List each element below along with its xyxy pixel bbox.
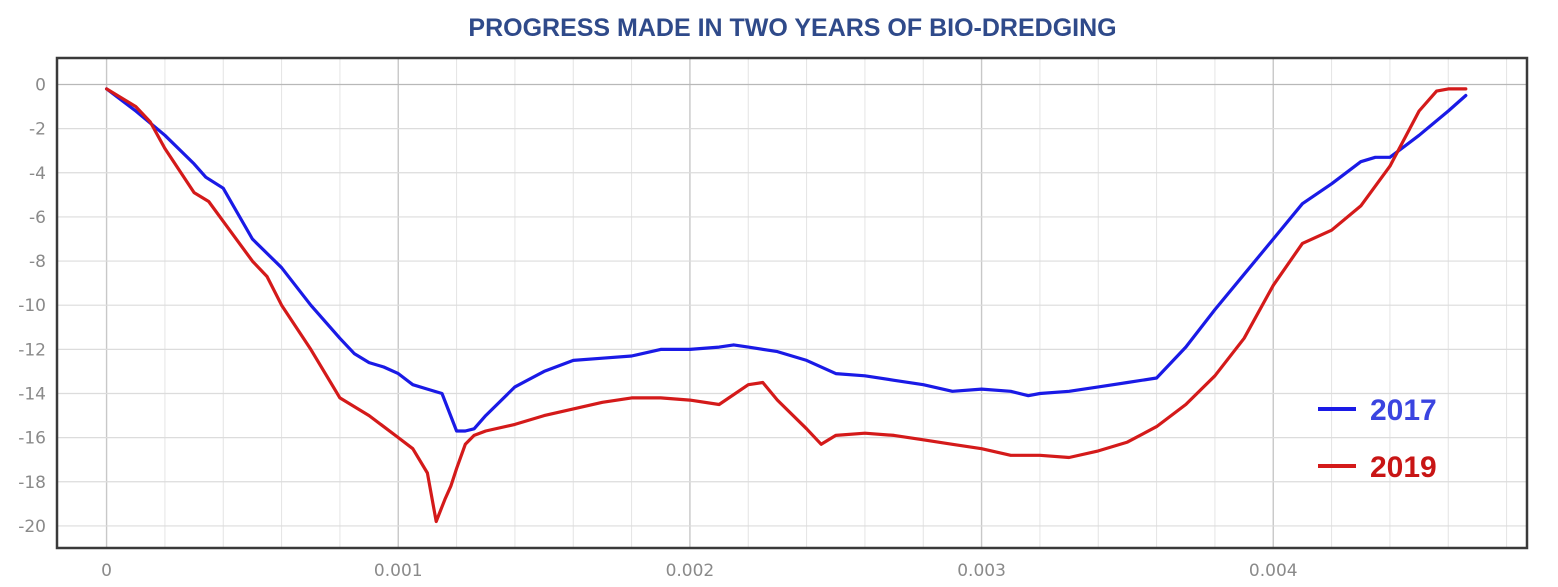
legend-label-2019: 2019 xyxy=(1370,451,1437,484)
chart-title: PROGRESS MADE IN TWO YEARS OF BIO-DREDGI… xyxy=(468,14,1117,42)
legend-label-2017: 2017 xyxy=(1370,394,1437,427)
x-tick-label: 0.001 xyxy=(374,561,423,581)
y-tick-label: -18 xyxy=(18,473,46,493)
y-tick-label: -20 xyxy=(18,517,46,537)
grid xyxy=(57,58,1527,548)
series-line-2019 xyxy=(105,87,1468,524)
y-tick-label: -12 xyxy=(18,340,46,360)
y-tick-label: -14 xyxy=(18,384,46,404)
y-tick-label: -2 xyxy=(29,120,46,140)
axis-tick-labels: 0 -2 -4 -6 -8 -10 -12 -14 -16 -18 -20 0 0.001 0.002 0.… xyxy=(18,75,1297,581)
x-tick-label: 0.003 xyxy=(957,561,1006,581)
y-tick-label: -16 xyxy=(18,429,46,449)
y-tick-label: -6 xyxy=(29,208,46,228)
x-tick-label: 0.004 xyxy=(1249,561,1298,581)
x-tick-label: 0.002 xyxy=(666,561,715,581)
series-line-2017 xyxy=(105,87,1468,433)
y-tick-label: 0 xyxy=(35,75,46,95)
x-tick-label: 0 xyxy=(101,561,112,581)
series-lines xyxy=(105,87,1468,524)
y-tick-label: -10 xyxy=(18,296,46,316)
y-tick-label: -8 xyxy=(29,252,46,272)
y-tick-label: -4 xyxy=(29,164,46,184)
legend: 2017 2019 xyxy=(1318,394,1437,484)
plot-area-border xyxy=(55,56,1529,550)
